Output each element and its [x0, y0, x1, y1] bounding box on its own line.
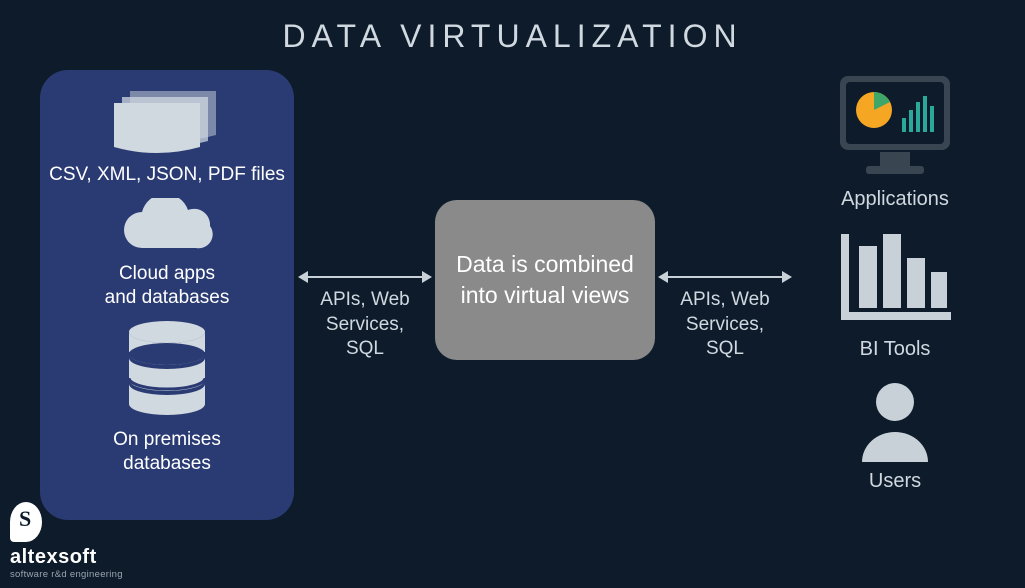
files-icon	[40, 85, 294, 155]
diagram-title: DATA VIRTUALIZATION	[0, 0, 1025, 55]
brand-tagline: software r&d engineering	[10, 569, 123, 580]
virtual-views-box: Data is combined into virtual views	[435, 200, 655, 360]
arrow-right-label: APIs, Web Services, SQL	[670, 288, 780, 362]
brand-mark-icon	[10, 502, 42, 542]
bi-tools-label: BI Tools	[800, 338, 990, 361]
virtual-views-text: Data is combined into virtual views	[445, 249, 645, 311]
cloud-icon	[40, 198, 294, 258]
database-icon	[40, 320, 294, 416]
diagram-canvas: CSV, XML, JSON, PDF files Cloud apps and…	[0, 70, 1025, 550]
database-label: On premises databases	[40, 428, 294, 476]
arrow-left	[306, 276, 424, 278]
arrow-left-label: APIs, Web Services, SQL	[310, 288, 420, 362]
users-icon	[800, 378, 990, 464]
cloud-label: Cloud apps and databases	[40, 262, 294, 310]
brand-name: altexsoft	[10, 546, 123, 569]
data-sources-panel: CSV, XML, JSON, PDF files Cloud apps and…	[40, 70, 294, 520]
cloud-label-line1: Cloud apps and databases	[105, 263, 230, 308]
applications-label: Applications	[800, 188, 990, 211]
applications-icon	[800, 70, 990, 180]
arrow-right	[666, 276, 784, 278]
files-label: CSV, XML, JSON, PDF files	[40, 164, 294, 186]
bi-tools-icon	[800, 228, 990, 328]
users-label: Users	[800, 470, 990, 493]
database-label-text: On premises databases	[113, 429, 221, 474]
brand-logo: altexsoft software r&d engineering	[10, 502, 123, 580]
